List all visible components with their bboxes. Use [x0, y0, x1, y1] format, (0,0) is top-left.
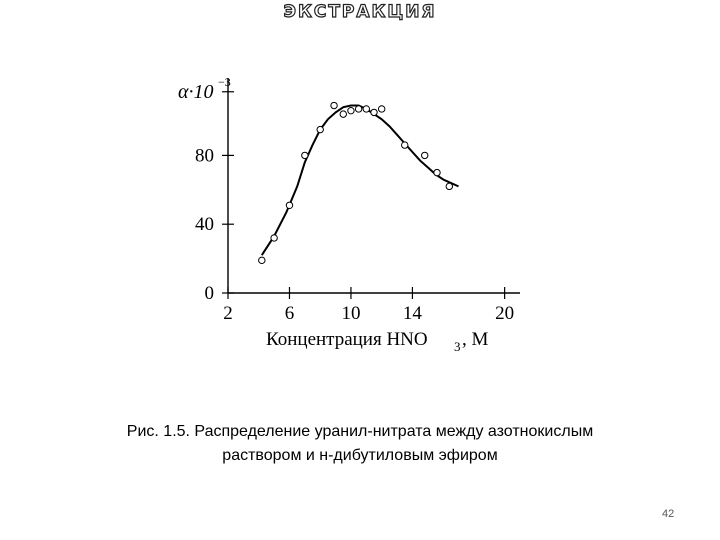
- y-axis-label-superscript: −3: [218, 75, 231, 89]
- caption-line-2: раствором и н-дибутиловым эфиром: [222, 447, 498, 464]
- y-tick-label: 0: [205, 283, 215, 304]
- x-tick-label: 10: [341, 303, 360, 324]
- data-point: [401, 141, 409, 149]
- y-tick-label: 80: [195, 145, 214, 166]
- figure-caption: Рис. 1.5. Распределение уранил-нитрата м…: [0, 420, 720, 468]
- data-point: [301, 151, 309, 160]
- x-axis-label: Концентрация HNO: [266, 329, 428, 350]
- data-point: [362, 105, 371, 113]
- data-point: [316, 125, 324, 134]
- data-point: [330, 101, 338, 110]
- data-point: [377, 105, 386, 113]
- data-point: [421, 151, 429, 160]
- x-axis-label-subscript: 3: [454, 339, 461, 354]
- x-tick-label: 14: [403, 303, 423, 324]
- data-point: [445, 182, 454, 191]
- caption-line-1: Рис. 1.5. Распределение уранил-нитрата м…: [126, 423, 594, 440]
- y-tick-label: 40: [195, 214, 214, 235]
- y-axis-label: α·10: [178, 81, 214, 103]
- slide-title: ЭКСТРАКЦИЯ: [283, 1, 437, 22]
- page-number: 42: [662, 508, 675, 520]
- x-axis-label-unit: , М: [462, 329, 489, 350]
- fitted-curve: [260, 104, 459, 256]
- x-tick-label: 2: [223, 303, 233, 324]
- data-point: [370, 108, 378, 117]
- data-point: [339, 110, 347, 118]
- data-point: [347, 106, 355, 115]
- data-point: [270, 234, 278, 242]
- data-point: [285, 201, 294, 209]
- x-tick-label: 6: [285, 303, 295, 324]
- x-tick-label: 20: [495, 303, 514, 324]
- uranyl-nitrate-distribution-chart: 0 40 80 2 6 10 14 20 α·10 −3 Концентрация HNO 3, М: [178, 75, 520, 354]
- data-point: [433, 168, 441, 177]
- data-point: [258, 256, 266, 265]
- data-point: [354, 105, 363, 113]
